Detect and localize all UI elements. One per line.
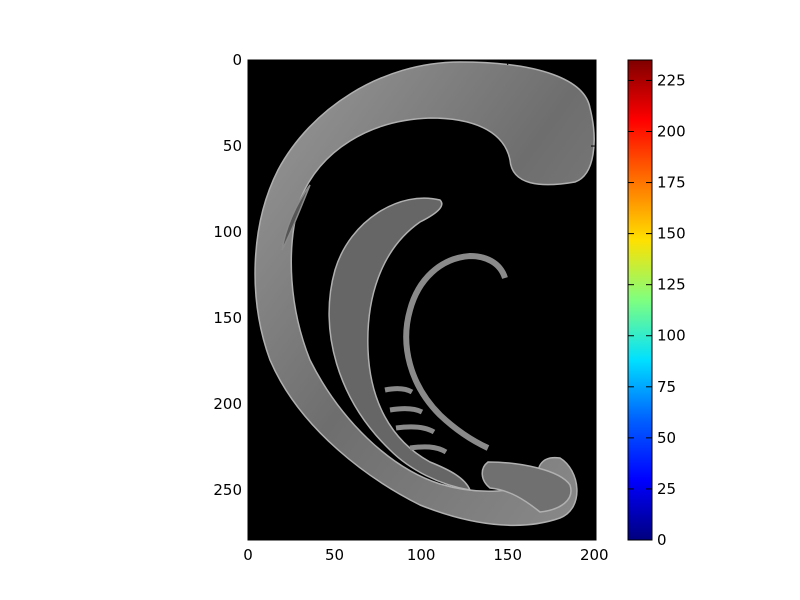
colorbar-tick-label: 75 xyxy=(657,378,676,396)
middle-arc xyxy=(328,197,472,491)
lower-hook xyxy=(481,461,572,513)
x-tick-label: 200 xyxy=(580,546,609,564)
lamella-4 xyxy=(409,444,448,455)
plot-frame xyxy=(247,59,597,541)
y-tick-label: 100 xyxy=(213,223,242,241)
x-axis: 0 50 100 150 200 xyxy=(243,60,609,564)
y-axis: 0 50 100 150 200 250 xyxy=(213,51,596,499)
y-tick-label: 200 xyxy=(213,395,242,413)
y-tick-label: 50 xyxy=(223,137,242,155)
x-tick-label: 100 xyxy=(407,546,436,564)
colorbar: 0 25 50 75 100 125 150 175 200 225 xyxy=(627,59,686,549)
colorbar-tick-label: 50 xyxy=(657,429,676,447)
colorbar-ticks: 0 25 50 75 100 125 150 175 200 225 xyxy=(628,71,686,549)
x-tick-label: 150 xyxy=(493,546,522,564)
y-tick-label: 0 xyxy=(232,51,242,69)
y-tick-label: 150 xyxy=(213,309,242,327)
lamella-3 xyxy=(395,424,436,435)
colorbar-tick-label: 175 xyxy=(657,174,686,192)
x-tick-label: 0 xyxy=(243,546,253,564)
colorbar-tick-label: 150 xyxy=(657,225,686,243)
x-tick-label: 50 xyxy=(325,546,344,564)
lamella-1 xyxy=(384,386,414,395)
left-lamina xyxy=(281,184,311,251)
inner-spiral xyxy=(403,252,508,451)
colorbar-tick-label: 0 xyxy=(657,531,667,549)
grayscale-object xyxy=(254,61,595,527)
y-tick-label: 250 xyxy=(213,481,242,499)
lamella-2 xyxy=(389,406,424,415)
image-plot-area xyxy=(247,59,597,541)
colorbar-tick-label: 100 xyxy=(657,327,686,345)
colorbar-tick-label: 25 xyxy=(657,480,676,498)
colorbar-tick-label: 225 xyxy=(657,71,686,89)
colorbar-tick-label: 200 xyxy=(657,122,686,140)
colorbar-tick-label: 125 xyxy=(657,276,686,294)
colorbar-gradient xyxy=(627,59,653,541)
